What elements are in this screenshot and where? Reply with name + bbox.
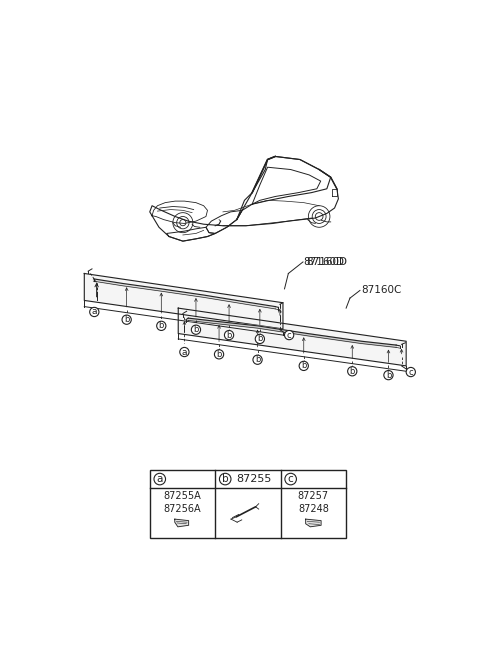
Circle shape [253, 355, 262, 364]
Polygon shape [178, 308, 406, 366]
Polygon shape [84, 273, 283, 329]
Circle shape [406, 367, 415, 377]
Text: b: b [255, 355, 260, 364]
Text: a: a [156, 474, 163, 484]
Circle shape [348, 367, 357, 376]
Text: b: b [257, 334, 263, 344]
Text: 87255: 87255 [236, 474, 271, 484]
Circle shape [90, 307, 99, 316]
Text: 87257
87248: 87257 87248 [298, 491, 329, 514]
Circle shape [384, 371, 393, 380]
Text: c: c [287, 330, 291, 340]
Circle shape [299, 361, 308, 371]
Text: b: b [216, 350, 222, 359]
Circle shape [285, 473, 297, 485]
Text: a: a [181, 348, 187, 357]
Polygon shape [175, 519, 189, 527]
Text: 87255A
87256A: 87255A 87256A [164, 491, 201, 514]
Circle shape [285, 330, 294, 340]
Text: b: b [301, 361, 306, 370]
Text: c: c [288, 474, 294, 484]
Text: c: c [408, 367, 413, 377]
Circle shape [255, 334, 264, 344]
Circle shape [225, 330, 234, 340]
Text: b: b [158, 321, 164, 330]
Text: b: b [193, 325, 199, 334]
Text: a: a [92, 307, 97, 316]
Text: b: b [349, 367, 355, 376]
Text: 87160D: 87160D [306, 257, 347, 267]
Polygon shape [188, 318, 396, 348]
Polygon shape [306, 519, 321, 527]
Circle shape [122, 315, 131, 324]
Circle shape [180, 348, 189, 357]
Text: b: b [222, 474, 228, 484]
Bar [150, 470, 346, 538]
Circle shape [215, 350, 224, 359]
Text: b: b [124, 315, 129, 324]
Circle shape [219, 473, 231, 485]
Polygon shape [94, 279, 275, 309]
Circle shape [154, 473, 166, 485]
Text: 87160C: 87160C [361, 285, 402, 295]
Text: b: b [227, 330, 232, 340]
Text: b: b [386, 371, 391, 379]
Circle shape [192, 325, 201, 334]
Text: 87160D: 87160D [304, 257, 345, 267]
Circle shape [156, 321, 166, 330]
